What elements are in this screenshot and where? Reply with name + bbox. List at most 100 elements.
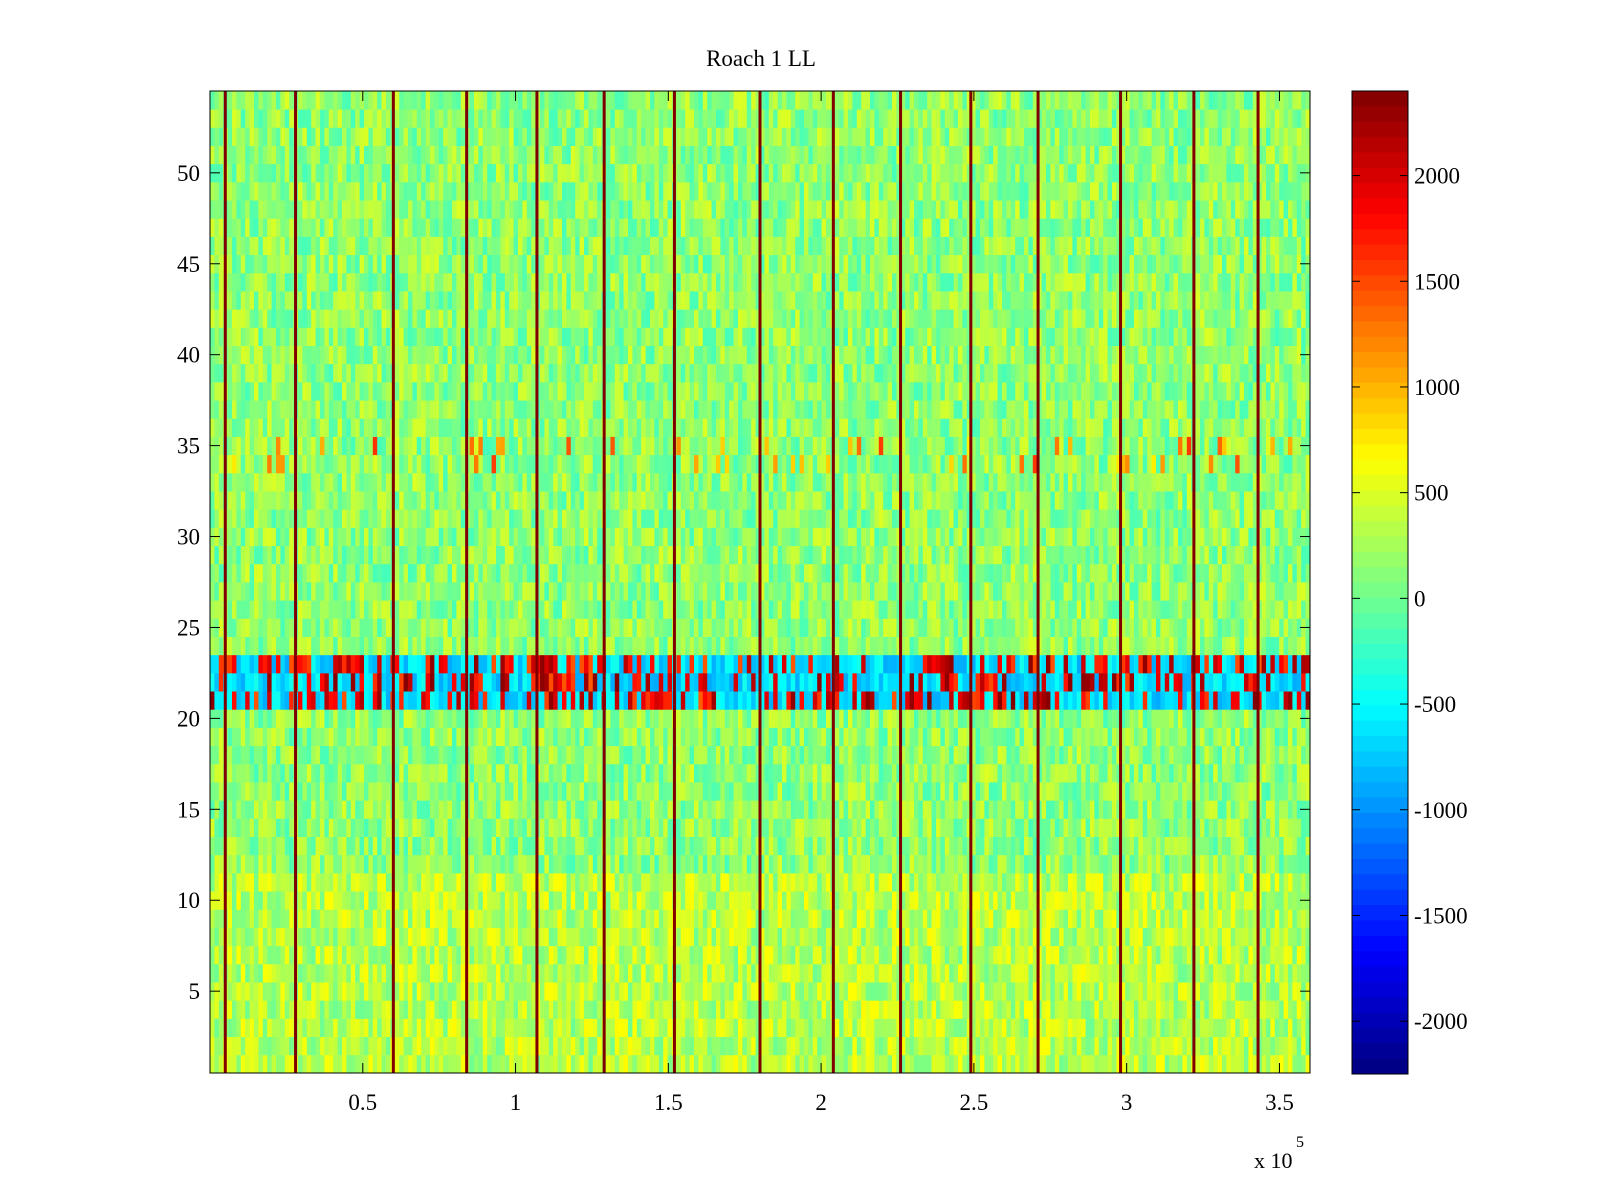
heatmap-cell	[1037, 727, 1042, 747]
heatmap-cell	[513, 1036, 519, 1056]
heatmap-cell	[1151, 1054, 1157, 1074]
heatmap-cell	[1085, 836, 1091, 856]
heatmap-cell	[641, 1000, 646, 1019]
heatmap-cell	[434, 782, 440, 801]
heatmap-cell	[1063, 727, 1069, 747]
heatmap-cell	[1138, 800, 1144, 819]
heatmap-cell	[1015, 800, 1020, 819]
heatmap-cell	[808, 763, 814, 783]
heatmap-cell	[1230, 945, 1236, 965]
heatmap-cell	[1120, 709, 1126, 728]
heatmap-cell	[1107, 709, 1113, 728]
heatmap-cell	[1200, 945, 1205, 965]
heatmap-cell	[500, 709, 506, 728]
heatmap-cell	[570, 763, 576, 783]
heatmap-cell	[1063, 1000, 1069, 1019]
heatmap-cell	[1261, 927, 1267, 947]
heatmap-cell	[1164, 1000, 1170, 1019]
heatmap-cell	[579, 836, 585, 856]
heatmap-cell	[804, 854, 809, 874]
heatmap-cell	[848, 872, 853, 892]
heatmap-cell	[548, 818, 554, 837]
heatmap-cell	[724, 872, 730, 892]
heatmap-cell	[720, 854, 726, 874]
heatmap-cell	[1103, 818, 1108, 837]
heatmap-cell	[460, 909, 466, 928]
heatmap-cell	[777, 872, 783, 892]
heatmap-cell	[447, 1054, 453, 1074]
heatmap-cell	[1046, 836, 1051, 856]
heatmap-cell	[1283, 945, 1289, 965]
heatmap-cell	[1160, 836, 1166, 856]
heatmap-cell	[364, 872, 369, 892]
heatmap-cell	[372, 818, 378, 837]
heatmap-cell	[738, 745, 743, 765]
heatmap-cell	[623, 1036, 629, 1056]
heatmap-cell	[1072, 945, 1078, 965]
heatmap-cell	[399, 854, 404, 874]
heatmap-cell	[306, 982, 312, 1001]
heatmap-cell	[1151, 836, 1157, 856]
heatmap-cell	[799, 963, 805, 983]
heatmap-cell	[1037, 945, 1042, 965]
heatmap-cell	[755, 891, 761, 910]
heatmap-cell	[553, 763, 558, 783]
heatmap-cell	[584, 963, 589, 983]
heatmap-cell	[1156, 927, 1161, 947]
heatmap-cell	[557, 909, 563, 928]
heatmap-cell	[1305, 782, 1311, 801]
heatmap-cell	[566, 854, 572, 874]
heatmap-cell	[526, 854, 532, 874]
heatmap-cell	[944, 927, 950, 947]
heatmap-cell	[716, 909, 721, 928]
heatmap-cell	[1156, 1018, 1161, 1038]
heatmap-cell	[1019, 872, 1025, 892]
heatmap-cell	[1032, 982, 1038, 1001]
heatmap-cell	[588, 982, 594, 1001]
heatmap-cell	[438, 945, 444, 965]
heatmap-cell	[636, 909, 642, 928]
heatmap-cell	[812, 945, 818, 965]
heatmap-cell	[584, 763, 589, 783]
heatmap-cell	[1006, 854, 1012, 874]
heatmap-cell	[1164, 945, 1170, 965]
heatmap-cell	[218, 836, 224, 856]
heatmap-cell	[821, 1018, 827, 1038]
heatmap-cell	[1235, 818, 1240, 837]
heatmap-cell	[1244, 909, 1249, 928]
heatmap-cell	[614, 1018, 620, 1038]
heatmap-cell	[804, 963, 809, 983]
heatmap-cell	[773, 709, 778, 728]
heatmap-cell	[518, 782, 523, 801]
heatmap-cell	[1098, 1018, 1104, 1038]
heatmap-cell	[557, 854, 563, 874]
heatmap-cell	[711, 909, 717, 928]
heatmap-cell	[760, 818, 765, 837]
heatmap-cell	[1098, 800, 1104, 819]
heatmap-cell	[1103, 1054, 1108, 1074]
heatmap-cell	[1081, 818, 1086, 837]
heatmap-cell	[324, 1018, 330, 1038]
heatmap-cell	[355, 763, 360, 783]
heatmap-cell	[1186, 945, 1192, 965]
heatmap-cell	[755, 854, 761, 874]
heatmap-cell	[1068, 800, 1073, 819]
heatmap-cell	[724, 818, 730, 837]
heatmap-cell	[733, 1036, 739, 1056]
heatmap-cell	[333, 945, 338, 965]
heatmap-cell	[689, 872, 695, 892]
heatmap-cell	[940, 818, 946, 837]
heatmap-cell	[584, 909, 589, 928]
heatmap-cell	[1279, 945, 1284, 965]
heatmap-cell	[1178, 982, 1183, 1001]
heatmap-cell	[751, 763, 756, 783]
heatmap-cell	[298, 909, 303, 928]
heatmap-cell	[636, 872, 642, 892]
heatmap-cell	[588, 872, 594, 892]
heatmap-cell	[870, 854, 875, 874]
heatmap-cell	[1072, 727, 1078, 747]
heatmap-cell	[1160, 745, 1166, 765]
heatmap-cell	[834, 782, 840, 801]
heatmap-cell	[641, 1036, 646, 1056]
heatmap-cell	[984, 945, 990, 965]
